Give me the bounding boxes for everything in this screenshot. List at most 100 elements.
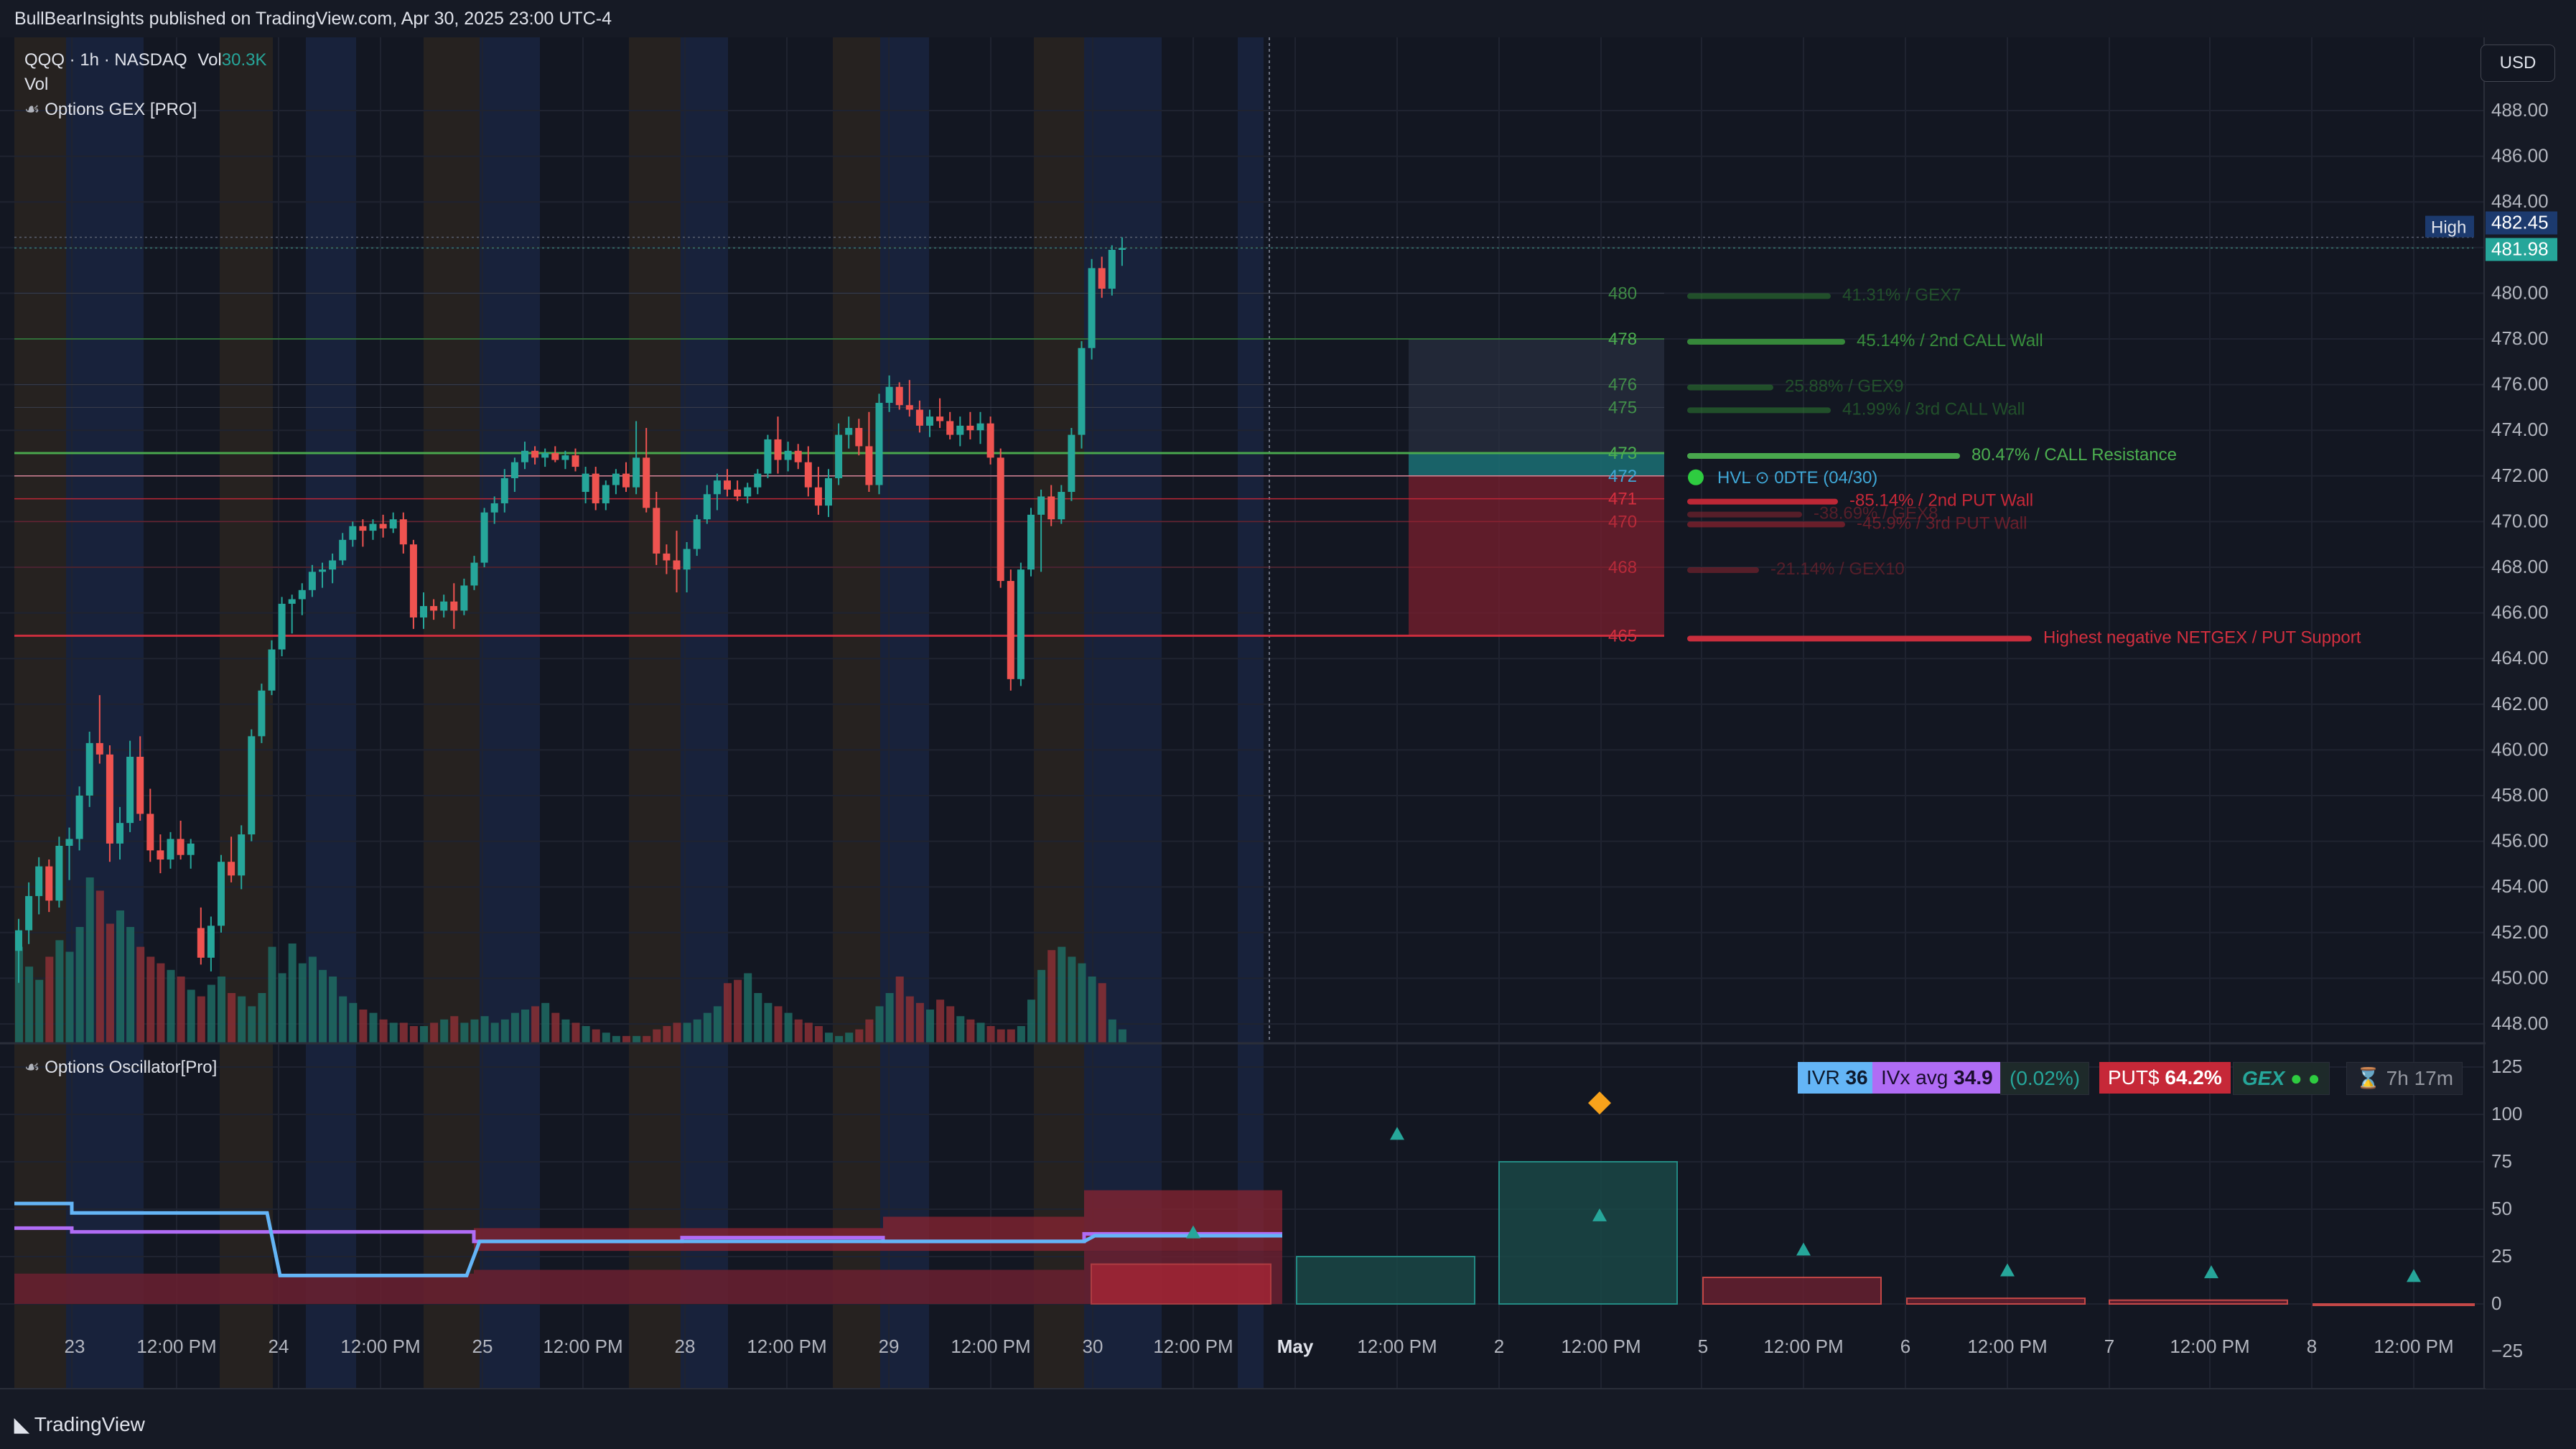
oscillator-legend[interactable]: ☙ Options Oscillator[Pro]	[24, 1057, 217, 1078]
volume-bar	[571, 1022, 580, 1043]
price-tick: 470.00	[2491, 510, 2549, 531]
volume-bar	[339, 996, 347, 1043]
candle-body	[1058, 492, 1065, 520]
volume-bar	[703, 1012, 711, 1043]
gex-level-lines: 480 41.31% / GEX7 478 45.14% / 2nd CALL Wal…	[14, 284, 2361, 647]
candle-body	[329, 560, 337, 570]
symbol-legend[interactable]: QQQ · 1h · NASDAQ Vol30.3K	[24, 50, 266, 70]
volume-bar	[106, 923, 114, 1043]
session-band	[833, 1044, 880, 1389]
volume-bar	[592, 1029, 600, 1043]
candle-body	[187, 843, 195, 855]
high-value: 482.45	[2491, 211, 2549, 233]
volume-bar	[653, 1029, 661, 1043]
time-badge: ⌛ 7h 17m	[2346, 1062, 2463, 1095]
time-label: 2	[1494, 1336, 1504, 1357]
session-band	[1084, 37, 1162, 1043]
volume-bar	[238, 996, 246, 1043]
axis-bg	[2486, 37, 2576, 1389]
hourglass-icon: ⌛	[2356, 1067, 2381, 1089]
strike-label: 475	[1608, 398, 1637, 417]
oscillator-badges: IVR 36 IVx avg 34.9 (0.02%) PUT$ 64.2% G…	[1798, 1062, 2463, 1095]
volume-bar	[633, 1035, 641, 1043]
volume-bar	[1068, 956, 1076, 1043]
gex-level-bar	[1687, 498, 1838, 505]
volume-bar	[622, 1035, 630, 1043]
candle-body	[592, 473, 599, 503]
time-label: 25	[472, 1336, 493, 1357]
tradingview-brand[interactable]: ◣ TradingView	[14, 1413, 145, 1436]
gex-level-text: -85.14% / 2nd PUT Wall	[1849, 491, 2033, 511]
candle-body	[633, 457, 640, 488]
bull-icon: ☙	[24, 100, 40, 119]
volume-bar	[248, 1006, 256, 1043]
gex-level-text: -38.69% / GEX8	[1814, 504, 1938, 523]
candle-body	[25, 895, 33, 931]
candle-body	[268, 649, 276, 691]
candle-body	[997, 457, 1004, 582]
ivx-badge: IVx avg 34.9	[1872, 1062, 2002, 1094]
candle-body	[106, 754, 113, 844]
candlesticks	[15, 237, 1126, 983]
puts-label: PUT$	[2108, 1066, 2160, 1089]
volume-bar	[531, 1006, 540, 1043]
volume-bar	[825, 1033, 833, 1043]
candle-body	[399, 519, 407, 545]
candle-body	[470, 562, 478, 586]
volume-bar	[268, 946, 276, 1043]
candle-body	[339, 539, 347, 561]
price-tick: 488.00	[2491, 99, 2549, 121]
candle-body	[510, 462, 518, 478]
session-band	[480, 37, 540, 1043]
candle-body	[1037, 496, 1045, 515]
session-band	[66, 37, 144, 1043]
time-label: 6	[1900, 1336, 1910, 1357]
up-triangle-icon	[2000, 1263, 2015, 1277]
put-zone	[1409, 475, 1664, 636]
vol-label: Vol	[197, 50, 222, 70]
volume-bar	[126, 927, 135, 1043]
volume-bar	[308, 956, 317, 1043]
currency-button[interactable]: USD	[2481, 45, 2555, 82]
candle-body	[349, 526, 357, 540]
gex-indicator-legend[interactable]: ☙ Options GEX [PRO]	[24, 99, 197, 120]
volume-bar	[228, 993, 236, 1043]
volume-bar	[430, 1022, 439, 1043]
chart-canvas[interactable]: 480 41.31% / GEX7 478 45.14% / 2nd CALL Wal…	[0, 37, 2576, 1397]
vol-row[interactable]: Vol	[24, 75, 49, 94]
candle-body	[420, 606, 427, 618]
gex-level-bar	[1687, 293, 1831, 299]
candle-body	[571, 455, 579, 467]
oscillator-bar	[2313, 1303, 2475, 1306]
volume-bar	[329, 977, 337, 1043]
strike-label: 465	[1608, 626, 1637, 646]
oscillator-bar	[1498, 1161, 1678, 1305]
time-label: 30	[1083, 1336, 1103, 1357]
session-bands	[0, 37, 2484, 1389]
gex-badge: GEX ● ●	[2233, 1062, 2330, 1095]
up-triangle-icon	[1592, 1208, 1607, 1221]
volume-bar	[379, 1019, 388, 1043]
candle-body	[582, 473, 589, 493]
price-tick: 486.00	[2491, 145, 2549, 167]
candle-body	[75, 796, 83, 839]
price-tick: 484.00	[2491, 190, 2549, 212]
time-remaining: 7h 17m	[2386, 1067, 2454, 1089]
oscillator-bar	[1906, 1297, 2086, 1305]
volume-bar	[116, 910, 124, 1043]
volume-bar	[1118, 1029, 1126, 1043]
published-text: BullBearInsights published on TradingVie…	[14, 9, 612, 29]
session-band	[1034, 37, 1084, 1043]
volume-bar	[25, 966, 34, 1043]
candle-body	[845, 428, 853, 435]
volume-bar	[1007, 1029, 1015, 1043]
bull-icon: ☙	[24, 1058, 40, 1077]
candle-body	[450, 601, 458, 611]
high-value-tag	[2486, 211, 2557, 235]
gex-level-bar	[1687, 407, 1831, 414]
volume-bar	[480, 1016, 489, 1043]
volume-bar	[167, 969, 175, 1043]
candle-body	[359, 526, 367, 531]
time-label: 12:00 PM	[2170, 1336, 2249, 1357]
candle-body	[55, 845, 63, 901]
